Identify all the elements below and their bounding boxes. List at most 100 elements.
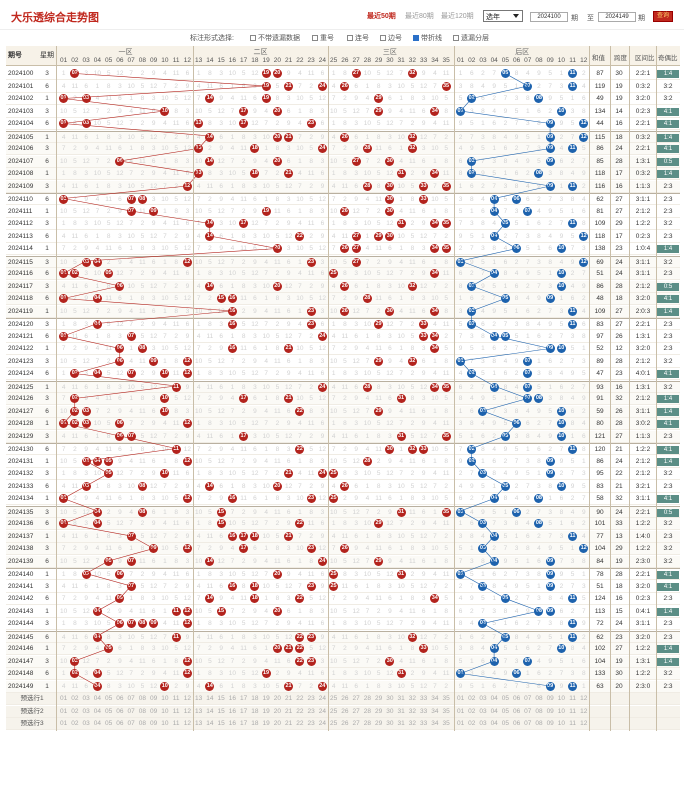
- preselect-num[interactable]: 26: [341, 695, 349, 702]
- preselect-num[interactable]: 05: [501, 707, 509, 715]
- preselect-num[interactable]: 23: [307, 720, 315, 727]
- checkbox-icon[interactable]: [453, 35, 459, 41]
- preselect-num[interactable]: 28: [363, 707, 371, 715]
- preselect-num[interactable]: 05: [105, 695, 113, 702]
- header-issue[interactable]: 期号: [8, 52, 22, 59]
- preselect-num[interactable]: 13: [195, 695, 203, 702]
- preselect-num[interactable]: 12: [580, 720, 588, 727]
- preselect-num[interactable]: 08: [138, 695, 146, 702]
- option-polyline[interactable]: 带折线: [413, 33, 442, 43]
- preselect-num[interactable]: 26: [341, 720, 349, 727]
- preselect-num[interactable]: 22: [296, 707, 304, 715]
- preselect-num[interactable]: 03: [479, 720, 487, 727]
- preselect-num[interactable]: 10: [161, 707, 169, 715]
- year-select[interactable]: 选年: [483, 10, 523, 22]
- preselect-num[interactable]: 09: [150, 695, 158, 702]
- preselect-num[interactable]: 09: [546, 720, 554, 727]
- preselect-num[interactable]: 26: [341, 707, 349, 715]
- preselect-num[interactable]: 11: [172, 695, 180, 702]
- preselect-num[interactable]: 05: [105, 707, 113, 715]
- preselect-num[interactable]: 33: [420, 695, 428, 702]
- preselect-num[interactable]: 06: [512, 707, 521, 715]
- preselect-num[interactable]: 08: [535, 720, 543, 727]
- preselect-num[interactable]: 19: [262, 707, 270, 715]
- preselect-num[interactable]: 12: [183, 720, 191, 727]
- preselect-num[interactable]: 14: [206, 707, 214, 715]
- preselect-num[interactable]: 12: [580, 707, 588, 715]
- preselect-row[interactable]: 预选行3 01 02 03 04 05 06 07 08 09 10 11 12 13 14 15 16 17 18…: [6, 718, 680, 730]
- preselect-num[interactable]: 01: [60, 707, 68, 715]
- preselect-num[interactable]: 17: [240, 720, 248, 727]
- preselect-num[interactable]: 30: [386, 720, 394, 727]
- preselect-num[interactable]: 24: [318, 695, 326, 702]
- preselect-num[interactable]: 28: [363, 720, 371, 727]
- preselect-num[interactable]: 30: [386, 707, 394, 715]
- preselect-num[interactable]: 07: [127, 707, 135, 715]
- preselect-num[interactable]: 02: [468, 707, 476, 715]
- preselect-num[interactable]: 09: [150, 707, 158, 715]
- preselect-num[interactable]: 21: [285, 707, 293, 715]
- preselect-num[interactable]: 22: [296, 720, 304, 727]
- preselect-num[interactable]: 21: [285, 720, 293, 727]
- preselect-num[interactable]: 32: [408, 695, 416, 702]
- preselect-num[interactable]: 21: [285, 695, 293, 702]
- preselect-num[interactable]: 04: [490, 707, 498, 715]
- preselect-num[interactable]: 25: [330, 720, 338, 727]
- preselect-num[interactable]: 20: [273, 695, 281, 702]
- preselect-num[interactable]: 33: [420, 707, 428, 715]
- preselect-num[interactable]: 09: [546, 695, 554, 702]
- preselect-num[interactable]: 24: [318, 720, 326, 727]
- preselect-num[interactable]: 19: [262, 695, 270, 702]
- checkbox-icon[interactable]: [250, 35, 256, 41]
- preselect-num[interactable]: 04: [490, 695, 498, 702]
- preselect-num[interactable]: 11: [569, 720, 576, 727]
- preselect-num[interactable]: 16: [228, 695, 236, 702]
- preselect-num[interactable]: 12: [183, 695, 191, 702]
- preselect-num[interactable]: 03: [82, 707, 90, 715]
- preselect-num[interactable]: 02: [71, 695, 79, 702]
- preselect-num[interactable]: 15: [217, 707, 225, 715]
- preselect-num[interactable]: 11: [172, 707, 180, 715]
- preselect-num[interactable]: 24: [318, 707, 326, 715]
- preselect-num[interactable]: 01: [456, 695, 465, 702]
- preselect-num[interactable]: 18: [251, 720, 259, 727]
- preselect-num[interactable]: 01: [60, 720, 68, 727]
- preselect-num[interactable]: 29: [375, 720, 383, 727]
- preselect-num[interactable]: 23: [307, 707, 315, 715]
- preselect-num[interactable]: 18: [251, 707, 259, 715]
- preselect-num[interactable]: 06: [116, 720, 124, 727]
- preselect-num[interactable]: 07: [127, 695, 135, 702]
- preselect-num[interactable]: 10: [557, 720, 565, 727]
- preselect-num[interactable]: 10: [557, 707, 565, 715]
- option-no-miss[interactable]: 不带遗漏数据: [250, 33, 300, 43]
- preselect-num[interactable]: 25: [330, 707, 338, 715]
- end-issue-input[interactable]: 2024149: [598, 12, 636, 22]
- preselect-num[interactable]: 17: [240, 695, 248, 702]
- preselect-num[interactable]: 14: [206, 695, 214, 702]
- preselect-num[interactable]: 07: [524, 720, 532, 727]
- preselect-num[interactable]: 20: [273, 707, 281, 715]
- preselect-num[interactable]: 06: [512, 720, 521, 727]
- preselect-num[interactable]: 35: [442, 707, 450, 715]
- preselect-num[interactable]: 10: [161, 720, 169, 727]
- preselect-num[interactable]: 09: [150, 720, 158, 727]
- preselect-num[interactable]: 04: [93, 720, 101, 727]
- option-layer[interactable]: 遗漏分层: [453, 33, 489, 43]
- preselect-num[interactable]: 16: [228, 707, 236, 715]
- preselect-num[interactable]: 08: [535, 695, 543, 702]
- preselect-num[interactable]: 14: [206, 720, 214, 727]
- preselect-num[interactable]: 03: [82, 695, 90, 702]
- preselect-num[interactable]: 20: [273, 720, 281, 727]
- preselect-num[interactable]: 27: [352, 695, 360, 702]
- preselect-num[interactable]: 06: [512, 695, 521, 702]
- start-issue-input[interactable]: 2024100: [530, 12, 568, 22]
- option-repeat[interactable]: 重号: [312, 33, 334, 43]
- preselect-num[interactable]: 19: [262, 720, 270, 727]
- preselect-num[interactable]: 03: [479, 695, 487, 702]
- checkbox-icon[interactable]: [380, 35, 386, 41]
- checkbox-checked-icon[interactable]: [413, 35, 419, 41]
- preselect-num[interactable]: 11: [569, 695, 576, 702]
- checkbox-icon[interactable]: [312, 35, 318, 41]
- preselect-num[interactable]: 13: [195, 720, 203, 727]
- recent-50-link[interactable]: 最近50期: [367, 13, 396, 20]
